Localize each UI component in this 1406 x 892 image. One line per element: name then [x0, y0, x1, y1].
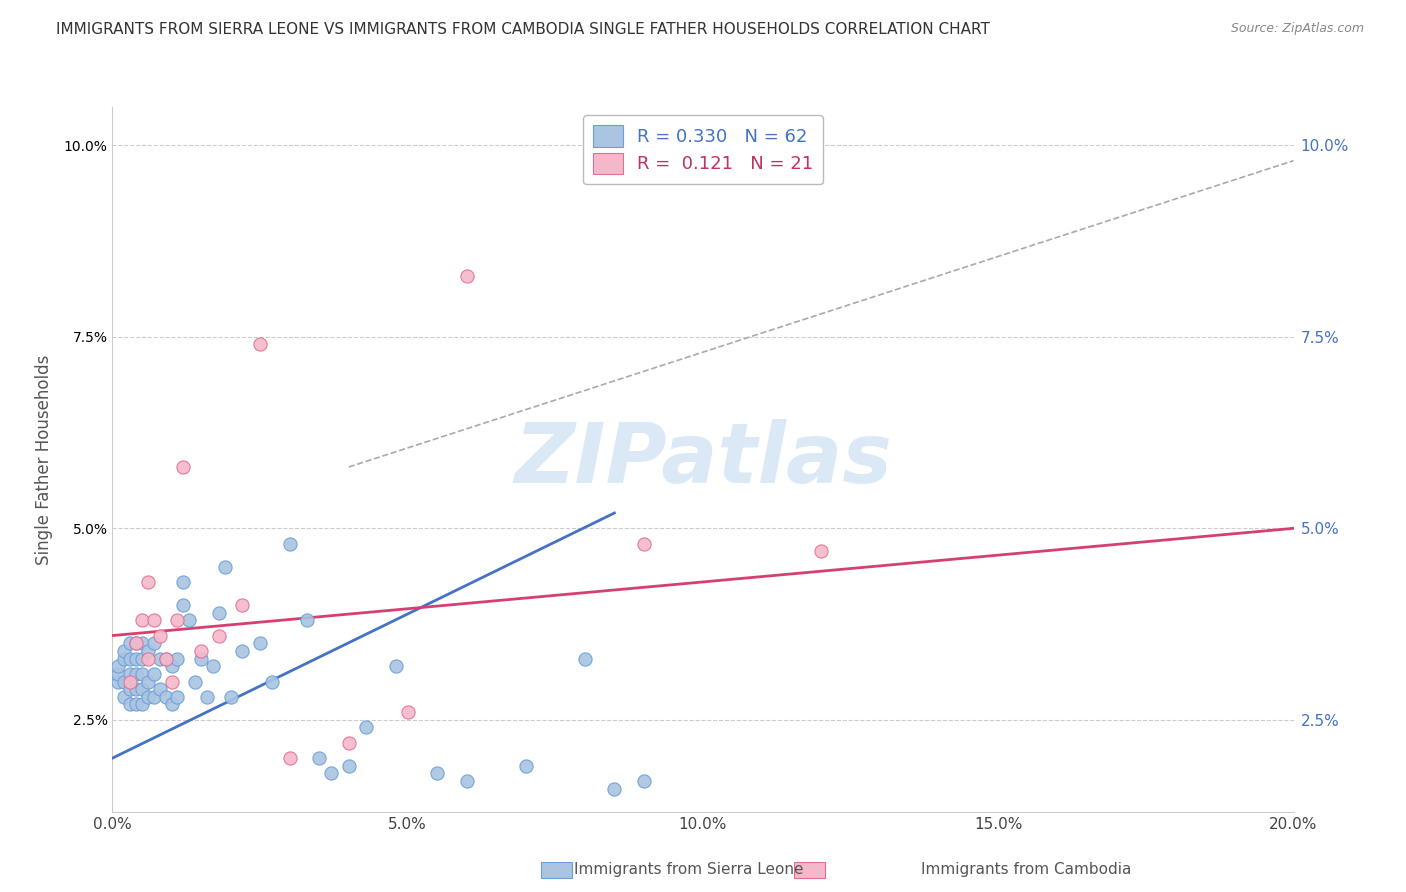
Point	[172, 460, 194, 475]
Point	[337, 736, 360, 750]
Text: IMMIGRANTS FROM SIERRA LEONE VS IMMIGRANTS FROM CAMBODIA SINGLE FATHER HOUSEHOLD: IMMIGRANTS FROM SIERRA LEONE VS IMMIGRAN…	[56, 22, 990, 37]
Point	[131, 682, 153, 697]
Point	[112, 651, 135, 665]
Point	[155, 651, 177, 665]
Point	[231, 644, 253, 658]
Point	[131, 651, 153, 665]
Text: ZIPatlas: ZIPatlas	[515, 419, 891, 500]
Point	[337, 758, 360, 772]
Point	[131, 636, 153, 650]
Point	[136, 674, 159, 689]
Point	[125, 666, 148, 681]
Point	[249, 636, 271, 650]
Point	[260, 674, 283, 689]
Point	[208, 606, 231, 620]
Point	[308, 751, 330, 765]
Point	[297, 613, 319, 627]
Point	[136, 651, 159, 665]
Point	[201, 659, 224, 673]
Point	[125, 636, 148, 650]
Point	[131, 698, 153, 712]
Point	[214, 559, 236, 574]
Point	[142, 613, 165, 627]
Point	[356, 721, 378, 735]
Point	[219, 690, 242, 704]
Point	[120, 674, 142, 689]
Point	[149, 628, 172, 642]
Point	[149, 651, 172, 665]
Text: Immigrants from Cambodia: Immigrants from Cambodia	[921, 863, 1132, 877]
Point	[426, 766, 449, 780]
Point	[120, 698, 142, 712]
Point	[810, 544, 832, 558]
Point	[107, 659, 129, 673]
Point	[142, 666, 165, 681]
Point	[190, 644, 212, 658]
Point	[120, 636, 142, 650]
Point	[125, 682, 148, 697]
Point	[142, 690, 165, 704]
Point	[155, 651, 177, 665]
Point	[112, 690, 135, 704]
Text: Source: ZipAtlas.com: Source: ZipAtlas.com	[1230, 22, 1364, 36]
Point	[231, 598, 253, 612]
Point	[136, 644, 159, 658]
Point	[125, 636, 148, 650]
Point	[120, 666, 142, 681]
Point	[107, 674, 129, 689]
Point	[142, 636, 165, 650]
Point	[190, 651, 212, 665]
Point	[172, 574, 194, 589]
Point	[456, 774, 478, 789]
Point	[166, 690, 188, 704]
Point	[195, 690, 218, 704]
Point	[160, 674, 183, 689]
Legend: R = 0.330   N = 62, R =  0.121   N = 21: R = 0.330 N = 62, R = 0.121 N = 21	[583, 115, 823, 184]
Point	[396, 705, 419, 719]
Point	[249, 337, 271, 351]
Point	[136, 574, 159, 589]
Point	[149, 682, 172, 697]
Point	[515, 758, 537, 772]
Point	[112, 674, 135, 689]
Point	[160, 698, 183, 712]
Point	[385, 659, 408, 673]
Point	[131, 613, 153, 627]
Point	[603, 781, 626, 796]
Point	[184, 674, 207, 689]
Point	[131, 666, 153, 681]
Point	[155, 690, 177, 704]
Point	[574, 651, 596, 665]
Point	[172, 598, 194, 612]
Point	[125, 651, 148, 665]
Point	[179, 613, 201, 627]
Point	[278, 751, 301, 765]
Point	[633, 774, 655, 789]
Point	[120, 682, 142, 697]
Point	[208, 628, 231, 642]
Point	[125, 698, 148, 712]
Point	[166, 651, 188, 665]
Point	[160, 659, 183, 673]
Y-axis label: Single Father Households: Single Father Households	[35, 354, 52, 565]
Point	[456, 268, 478, 283]
Point	[136, 690, 159, 704]
Point	[107, 666, 129, 681]
Point	[120, 651, 142, 665]
Text: Immigrants from Sierra Leone: Immigrants from Sierra Leone	[574, 863, 804, 877]
Point	[112, 644, 135, 658]
Point	[278, 536, 301, 550]
Point	[319, 766, 342, 780]
Point	[633, 536, 655, 550]
Point	[166, 613, 188, 627]
